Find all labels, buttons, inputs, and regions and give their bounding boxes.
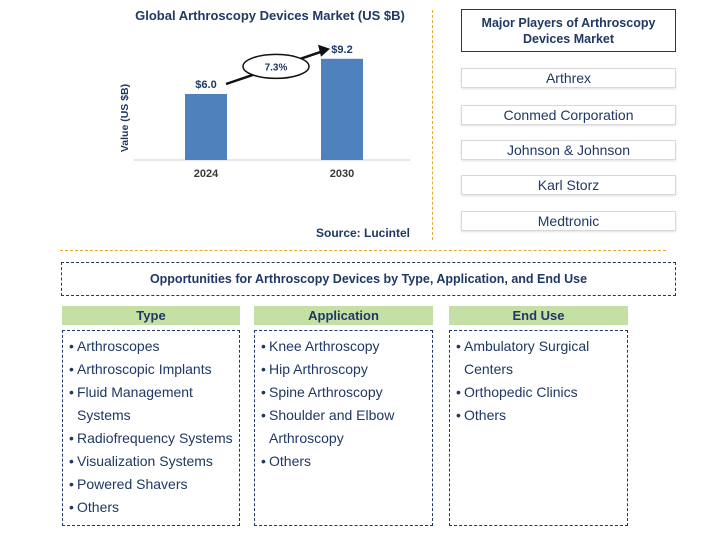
growth-ellipse (242, 53, 310, 80)
list-item: Radiofrequency Systems (69, 427, 236, 450)
list-item: Others (456, 404, 624, 427)
players-title: Major Players of Arthroscopy Devices Mar… (461, 9, 676, 52)
list-item: Arthroscopic Implants (69, 358, 236, 381)
list-item: Ambulatory Surgical Centers (456, 335, 624, 381)
list-item: Shoulder and Elbow Arthroscopy (261, 404, 429, 450)
list-item: Hip Arthroscopy (261, 358, 429, 381)
end-use-list-box: Ambulatory Surgical Centers Orthopedic C… (449, 330, 628, 526)
opportunities-title: Opportunities for Arthroscopy Devices by… (61, 262, 676, 296)
growth-label: 7.3% (265, 62, 288, 73)
type-list: Arthroscopes Arthroscopic Implants Fluid… (69, 335, 236, 519)
list-item: Knee Arthroscopy (261, 335, 429, 358)
data-label-2030: $9.2 (331, 44, 352, 56)
horizontal-divider (60, 250, 666, 251)
list-item: Others (261, 450, 429, 473)
list-item: Orthopedic Clinics (456, 381, 624, 404)
end-use-header: End Use (449, 306, 628, 325)
list-item: Spine Arthroscopy (261, 381, 429, 404)
tick-label-2024: 2024 (194, 168, 219, 180)
player-arthrex: Arthrex (461, 68, 676, 88)
list-item: Visualization Systems (69, 450, 236, 473)
application-header: Application (254, 306, 433, 325)
vertical-divider (432, 10, 433, 240)
y-axis-label: Value (US $B) (119, 84, 131, 152)
source-label: Source: Lucintel (315, 226, 410, 240)
player-johnson-johnson: Johnson & Johnson (461, 140, 676, 160)
growth-arrow-head (318, 44, 330, 57)
type-list-box: Arthroscopes Arthroscopic Implants Fluid… (62, 330, 240, 526)
list-item: Fluid Management Systems (69, 381, 236, 427)
data-label-2024: $6.0 (195, 79, 216, 91)
player-karl-storz: Karl Storz (461, 175, 676, 195)
application-list: Knee Arthroscopy Hip Arthroscopy Spine A… (261, 335, 429, 473)
end-use-list: Ambulatory Surgical Centers Orthopedic C… (456, 335, 624, 427)
bar-chart: Value (US $B) $6.0 2024 $9.2 2030 7.3% (119, 44, 410, 180)
chart-title: Global Arthroscopy Devices Market (US $B… (135, 8, 405, 23)
player-medtronic: Medtronic (461, 211, 676, 231)
player-conmed: Conmed Corporation (461, 105, 676, 125)
list-item: Powered Shavers (69, 473, 236, 496)
list-item: Arthroscopes (69, 335, 236, 358)
list-item: Others (69, 496, 236, 519)
type-header: Type (62, 306, 240, 325)
bar-2024 (185, 94, 227, 160)
application-list-box: Knee Arthroscopy Hip Arthroscopy Spine A… (254, 330, 433, 526)
bar-2030 (321, 58, 363, 160)
tick-label-2030: 2030 (330, 168, 354, 180)
